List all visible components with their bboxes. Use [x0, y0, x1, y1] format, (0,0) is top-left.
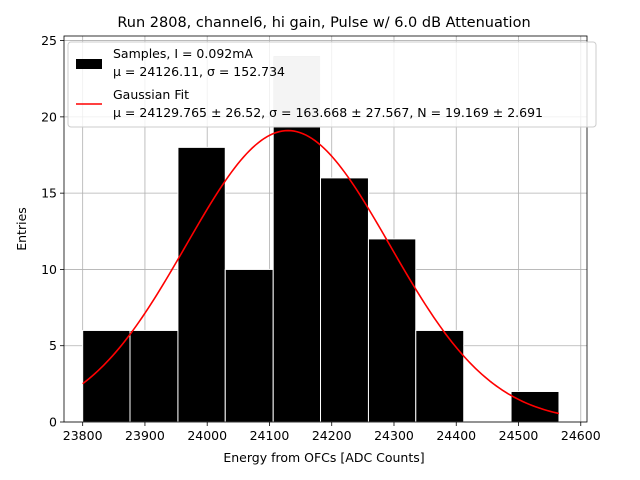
histogram-bar	[320, 177, 369, 423]
y-tick-label: 0	[49, 415, 57, 430]
legend-samples-swatch	[76, 59, 102, 69]
y-tick-label: 10	[41, 262, 57, 277]
y-tick-label: 5	[49, 338, 57, 353]
y-ticks: 0 5 10 15 20 25	[41, 33, 64, 430]
legend: Samples, I = 0.092mA μ = 24126.11, σ = 1…	[67, 41, 597, 128]
y-axis-label: Entries	[14, 207, 29, 251]
histogram-bar	[224, 268, 274, 423]
x-tick-label: 24400	[436, 428, 476, 443]
legend-fit-stats: μ = 24129.765 ± 26.52, σ = 163.668 ± 27.…	[113, 105, 543, 120]
x-tick-label: 24000	[187, 428, 227, 443]
x-axis-label: Energy from OFCs [ADC Counts]	[223, 450, 424, 465]
legend-samples-stats: μ = 24126.11, σ = 152.734	[113, 64, 285, 79]
x-tick-label: 24300	[374, 428, 414, 443]
chart-title: Run 2808, channel6, hi gain, Pulse w/ 6.…	[117, 15, 530, 31]
legend-samples-label: Samples, I = 0.092mA	[113, 46, 253, 61]
histogram-bar	[415, 329, 465, 423]
histogram-bar	[177, 146, 226, 423]
plot-frame	[63, 35, 588, 423]
legend-box	[67, 41, 597, 128]
legend-fit-label: Gaussian Fit	[113, 87, 189, 102]
x-tick-label: 24500	[499, 428, 539, 443]
histogram-bar	[82, 329, 131, 423]
y-tick-label: 20	[41, 109, 57, 124]
x-tick-label: 23900	[125, 428, 165, 443]
x-ticks: 23800 23900 24000 24100 24200 24300 24400 24500…	[63, 422, 601, 443]
y-tick-label: 25	[41, 33, 57, 48]
x-tick-label: 24100	[250, 428, 290, 443]
fit-layer	[82, 129, 560, 415]
x-tick-label: 24200	[312, 428, 352, 443]
gaussian-fit-line	[82, 129, 560, 415]
x-tick-label: 23800	[63, 428, 103, 443]
x-tick-label: 24600	[561, 428, 601, 443]
histogram-bar	[367, 238, 417, 423]
y-tick-label: 15	[41, 186, 57, 201]
histogram-bar	[129, 329, 179, 423]
